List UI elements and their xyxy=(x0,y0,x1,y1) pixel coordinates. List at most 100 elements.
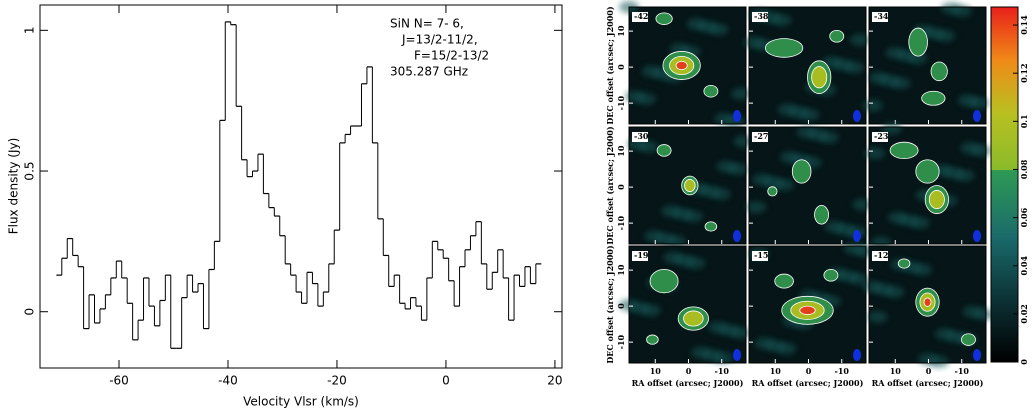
emission xyxy=(814,204,829,225)
panel-label-bg xyxy=(752,251,768,261)
x-tick-label: -20 xyxy=(327,374,347,388)
emission xyxy=(923,297,932,307)
emission xyxy=(704,221,718,232)
noise xyxy=(957,94,978,107)
panel-label: -23 xyxy=(874,131,889,141)
y-axis-label: DEC offset (arcsec; J2000) xyxy=(605,245,615,363)
colorbar xyxy=(990,6,1019,363)
y-tick-label: 0 xyxy=(23,308,37,316)
x-tick-label: 10 xyxy=(650,366,662,376)
noise xyxy=(780,151,801,164)
emission xyxy=(656,144,672,157)
panel-frame xyxy=(748,245,867,364)
y-tick-label: 10 xyxy=(616,25,626,37)
panel-label: -38 xyxy=(754,11,769,21)
y-tick-label: 0 xyxy=(616,64,626,70)
panel-label: -30 xyxy=(634,131,649,141)
panel-label-bg xyxy=(632,12,648,22)
emission xyxy=(649,268,679,294)
x-tick-label: 0 xyxy=(442,374,450,388)
colorbar-tick-label: 0.02 xyxy=(1019,304,1029,323)
y-axis-label: Flux density (Jy) xyxy=(7,138,21,235)
noise xyxy=(934,328,955,341)
emission xyxy=(915,159,940,184)
channel-panel: -34 xyxy=(862,2,989,125)
noise xyxy=(867,310,888,323)
noise xyxy=(862,280,883,293)
x-tick-label: -60 xyxy=(109,374,129,388)
x-tick-label: 10 xyxy=(890,366,902,376)
x-tick-label: -10 xyxy=(955,366,970,376)
beam xyxy=(973,230,981,242)
noise xyxy=(881,122,902,135)
annotation: SiN N= 7- 6, xyxy=(390,17,464,31)
panel-label: -42 xyxy=(634,11,648,21)
y-tick-label: -10 xyxy=(616,95,626,110)
emission xyxy=(675,60,688,71)
plot-frame xyxy=(39,4,563,369)
noise xyxy=(849,33,870,46)
channel-panel: -19 xyxy=(619,245,750,364)
y-tick-label: -10 xyxy=(616,334,626,349)
beam xyxy=(973,349,981,361)
x-axis-label: RA offset (arcsec; J2000) xyxy=(872,378,984,388)
noise xyxy=(843,242,864,255)
noise xyxy=(887,211,908,224)
channel-panel: -15 xyxy=(748,242,875,364)
x-tick-label: -10 xyxy=(835,366,850,376)
channel-panel: -30 xyxy=(627,126,754,248)
panel-bg xyxy=(869,7,986,124)
panel-label-bg xyxy=(872,12,888,22)
noise xyxy=(625,90,646,103)
x-tick-label: 0 xyxy=(926,366,932,376)
colorbar-tick-label: 0.06 xyxy=(1019,207,1029,227)
x-tick-label: 20 xyxy=(547,374,562,388)
emission xyxy=(767,186,778,197)
panel-label-bg xyxy=(632,132,648,142)
panel-label-bg xyxy=(752,132,768,142)
emission xyxy=(684,179,696,192)
emission xyxy=(683,310,704,327)
y-tick-label: 0 xyxy=(616,184,626,190)
panel-frame xyxy=(628,6,747,125)
noise xyxy=(743,36,764,49)
noise xyxy=(852,198,873,211)
x-tick-label: 0 xyxy=(686,366,692,376)
noise xyxy=(708,321,729,334)
noise xyxy=(714,112,735,125)
noise xyxy=(661,205,682,218)
emission xyxy=(928,190,945,210)
noise xyxy=(862,99,883,112)
emission xyxy=(823,268,839,282)
colorbar-tick-label: 0.04 xyxy=(1019,256,1029,276)
panel-frame xyxy=(628,126,747,245)
x-axis-label: Velocity Vlsr (km/s) xyxy=(243,395,359,409)
beam xyxy=(733,110,741,122)
noise xyxy=(752,173,773,186)
emission xyxy=(791,159,812,184)
panel-frame xyxy=(748,6,867,125)
emission xyxy=(655,12,673,25)
noise xyxy=(941,2,962,15)
panel-frame xyxy=(868,6,987,125)
y-axis-label: DEC offset (arcsec; J2000) xyxy=(605,126,615,244)
channel-panel: -12 xyxy=(862,245,994,368)
beam xyxy=(853,110,861,122)
panel-label: -15 xyxy=(754,250,768,260)
y-axis-label: DEC offset (arcsec; J2000) xyxy=(605,6,615,124)
y-tick-label: 10 xyxy=(616,264,626,276)
panel-label-bg xyxy=(752,12,768,22)
noise xyxy=(960,142,981,155)
colorbar-tick-label: 0.12 xyxy=(1019,63,1029,82)
emission xyxy=(930,61,948,82)
noise xyxy=(731,87,752,100)
panel-frame xyxy=(868,245,987,364)
noise xyxy=(716,160,737,173)
beam xyxy=(973,110,981,122)
x-tick-label: 10 xyxy=(770,366,782,376)
x-tick-label: -10 xyxy=(715,366,730,376)
colorbar-tick-label: 0.08 xyxy=(1019,159,1029,179)
panel-label: -19 xyxy=(634,250,649,260)
y-tick-label: 10 xyxy=(616,145,626,157)
noise xyxy=(663,251,684,264)
